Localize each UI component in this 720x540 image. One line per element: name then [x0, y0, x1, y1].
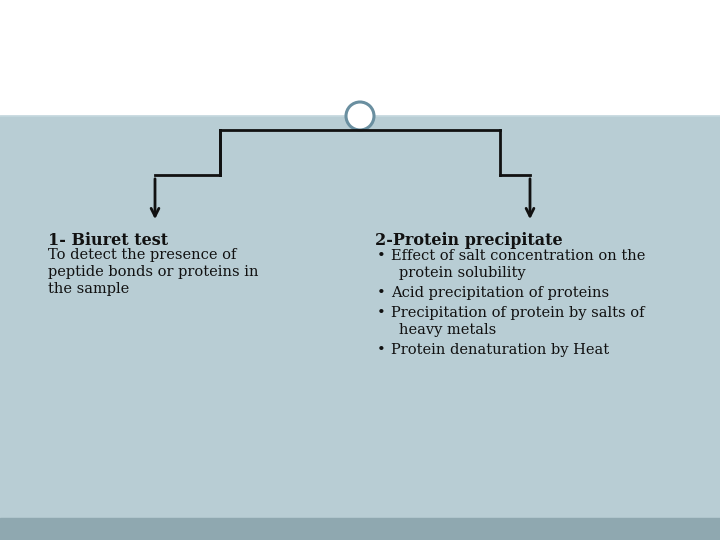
Text: •: • — [377, 249, 386, 262]
Bar — [0, 518, 720, 540]
Text: •: • — [377, 286, 386, 300]
Text: 1- Biuret test: 1- Biuret test — [48, 232, 168, 249]
Text: Acid precipitation of proteins: Acid precipitation of proteins — [391, 286, 609, 300]
Text: Precipitation of protein by salts of: Precipitation of protein by salts of — [391, 306, 644, 320]
Text: Effect of salt concentration on the: Effect of salt concentration on the — [391, 249, 645, 262]
Text: To detect the presence of: To detect the presence of — [48, 248, 236, 262]
Circle shape — [346, 102, 374, 130]
Bar — [0, 0, 720, 116]
Text: the sample: the sample — [48, 282, 130, 296]
Text: protein solubility: protein solubility — [399, 266, 526, 280]
Text: Protein denaturation by Heat: Protein denaturation by Heat — [391, 343, 609, 357]
Text: •: • — [377, 343, 386, 357]
Text: heavy metals: heavy metals — [399, 323, 496, 336]
Text: 2-Protein precipitate: 2-Protein precipitate — [375, 232, 562, 249]
Bar — [0, 116, 720, 518]
Text: •: • — [377, 306, 386, 320]
Text: peptide bonds or proteins in: peptide bonds or proteins in — [48, 265, 258, 279]
